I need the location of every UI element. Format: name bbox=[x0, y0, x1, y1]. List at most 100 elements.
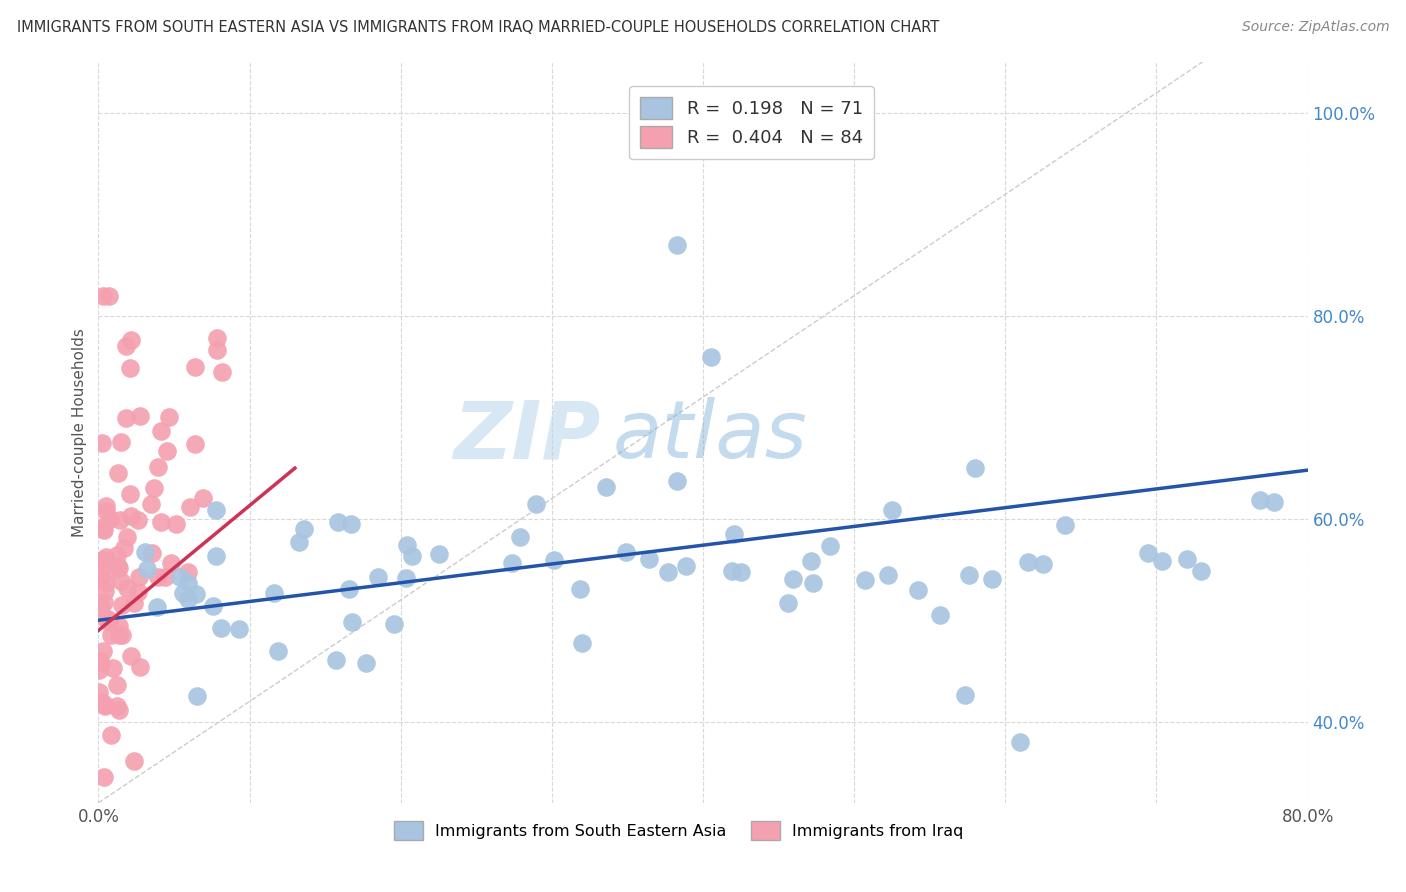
Point bbox=[177, 575, 200, 590]
Point bbox=[118, 360, 141, 375]
Point bbox=[209, 621, 232, 635]
Point bbox=[782, 572, 804, 586]
Point bbox=[186, 587, 208, 601]
Point bbox=[120, 649, 142, 664]
Point bbox=[98, 289, 121, 303]
Point bbox=[94, 698, 117, 712]
Point bbox=[148, 460, 170, 475]
Point bbox=[91, 520, 114, 534]
Point bbox=[382, 617, 405, 632]
Point bbox=[96, 504, 118, 518]
Point bbox=[105, 548, 128, 562]
Point bbox=[93, 524, 115, 538]
Point bbox=[120, 508, 142, 523]
Point bbox=[501, 556, 523, 570]
Point bbox=[87, 685, 110, 699]
Text: atlas: atlas bbox=[613, 397, 807, 475]
Point bbox=[853, 573, 876, 587]
Point bbox=[150, 515, 173, 529]
Point bbox=[101, 661, 124, 675]
Point bbox=[569, 582, 592, 597]
Point bbox=[524, 497, 547, 511]
Point bbox=[129, 409, 152, 423]
Point bbox=[177, 565, 200, 579]
Point bbox=[134, 545, 156, 559]
Point bbox=[115, 530, 138, 544]
Point bbox=[1017, 555, 1039, 569]
Point bbox=[114, 339, 136, 353]
Point bbox=[267, 643, 290, 657]
Point bbox=[638, 551, 661, 566]
Point bbox=[87, 653, 110, 667]
Point bbox=[211, 365, 233, 379]
Point bbox=[571, 636, 593, 650]
Point bbox=[882, 502, 904, 516]
Point bbox=[953, 688, 976, 702]
Point bbox=[614, 545, 637, 559]
Point bbox=[288, 534, 311, 549]
Point bbox=[127, 584, 149, 599]
Point bbox=[543, 553, 565, 567]
Point bbox=[699, 350, 721, 364]
Point bbox=[100, 728, 122, 742]
Text: ZIP: ZIP bbox=[453, 397, 600, 475]
Point bbox=[90, 656, 112, 670]
Text: IMMIGRANTS FROM SOUTH EASTERN ASIA VS IMMIGRANTS FROM IRAQ MARRIED-COUPLE HOUSEH: IMMIGRANTS FROM SOUTH EASTERN ASIA VS IM… bbox=[17, 20, 939, 35]
Point bbox=[94, 549, 117, 564]
Point bbox=[156, 443, 179, 458]
Point bbox=[165, 517, 187, 532]
Point bbox=[877, 568, 900, 582]
Point bbox=[110, 574, 132, 588]
Point bbox=[157, 409, 180, 424]
Point bbox=[127, 513, 149, 527]
Point bbox=[1010, 735, 1032, 749]
Point bbox=[115, 411, 138, 425]
Point bbox=[177, 591, 200, 606]
Point bbox=[186, 689, 208, 703]
Point bbox=[122, 596, 145, 610]
Point bbox=[96, 566, 118, 580]
Point bbox=[93, 594, 115, 608]
Point bbox=[108, 561, 131, 575]
Point bbox=[146, 570, 169, 584]
Point bbox=[263, 586, 285, 600]
Point bbox=[1136, 546, 1159, 560]
Legend: Immigrants from South Eastern Asia, Immigrants from Iraq: Immigrants from South Eastern Asia, Immi… bbox=[388, 814, 970, 847]
Point bbox=[115, 581, 138, 595]
Point bbox=[90, 436, 112, 450]
Point bbox=[87, 663, 110, 677]
Point bbox=[325, 653, 347, 667]
Point bbox=[193, 491, 215, 505]
Point bbox=[107, 466, 129, 480]
Point bbox=[328, 515, 350, 529]
Point bbox=[105, 699, 128, 714]
Text: Source: ZipAtlas.com: Source: ZipAtlas.com bbox=[1241, 20, 1389, 34]
Point bbox=[1053, 518, 1076, 533]
Point bbox=[90, 553, 112, 567]
Point bbox=[128, 570, 150, 584]
Point bbox=[205, 549, 228, 564]
Point bbox=[1175, 552, 1198, 566]
Point bbox=[110, 513, 132, 527]
Point bbox=[981, 572, 1004, 586]
Point bbox=[93, 771, 115, 785]
Point bbox=[94, 584, 117, 599]
Point bbox=[179, 500, 201, 515]
Point bbox=[1249, 493, 1271, 508]
Point bbox=[509, 530, 531, 544]
Point bbox=[136, 562, 159, 576]
Point bbox=[666, 238, 689, 252]
Point bbox=[1263, 495, 1285, 509]
Point bbox=[94, 576, 117, 591]
Point bbox=[800, 554, 823, 568]
Point bbox=[100, 628, 122, 642]
Point bbox=[108, 628, 131, 642]
Point bbox=[339, 582, 361, 596]
Point bbox=[657, 565, 679, 579]
Point bbox=[184, 437, 207, 451]
Point bbox=[720, 564, 742, 578]
Point bbox=[150, 424, 173, 438]
Point bbox=[1152, 554, 1174, 568]
Point bbox=[1189, 564, 1212, 578]
Point bbox=[1032, 558, 1054, 572]
